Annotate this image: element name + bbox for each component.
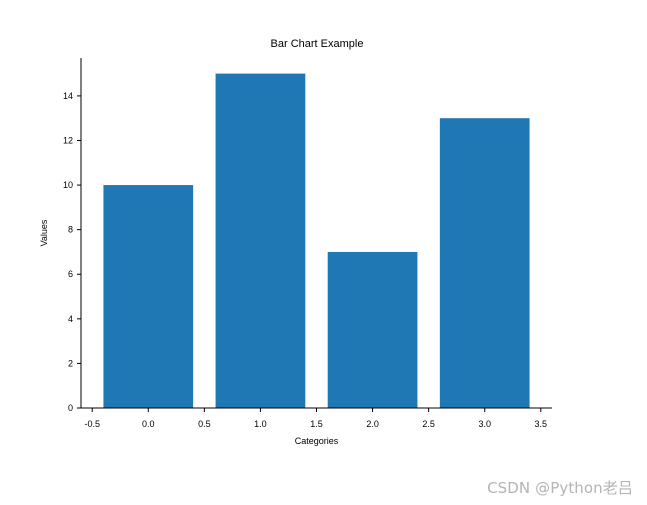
x-tick-label: 0.5 (198, 419, 211, 429)
x-tick-label: 3.0 (478, 419, 491, 429)
y-tick-label: 4 (68, 314, 73, 324)
watermark: CSDN @Python老吕 (487, 479, 633, 497)
y-tick-label: 8 (68, 225, 73, 235)
y-tick-label: 14 (63, 91, 73, 101)
y-tick-label: 2 (68, 358, 73, 368)
chart-title: Bar Chart Example (271, 38, 364, 50)
x-tick-label: 0.0 (142, 419, 155, 429)
x-tick-label: -0.5 (84, 419, 100, 429)
y-tick-label: 10 (63, 180, 73, 190)
y-tick-label: 0 (68, 403, 73, 413)
bar-chart: Bar Chart Example -0.5 0.0 0.5 1.0 1.5 2.0 2.5… (39, 38, 552, 446)
bar-1 (215, 73, 306, 408)
y-tick-label: 12 (63, 135, 73, 145)
x-tick-label: 2.5 (422, 419, 435, 429)
x-tick-label: 2.0 (366, 419, 379, 429)
x-tick-label: 3.5 (535, 419, 548, 429)
bar-2 (327, 251, 418, 408)
y-axis-label: Values (39, 219, 49, 246)
x-tick-label: 1.0 (254, 419, 267, 429)
x-tick-label: 1.5 (310, 419, 323, 429)
y-tick-label: 6 (68, 269, 73, 279)
bar-0 (103, 185, 194, 408)
bars-group (103, 73, 530, 408)
y-ticks-group: 0 2 4 6 8 10 12 14 (63, 91, 81, 413)
x-ticks-group: -0.5 0.0 0.5 1.0 1.5 2.0 2.5 3.0 3.5 (84, 408, 547, 429)
bar-3 (439, 118, 530, 408)
x-axis-label: Categories (295, 436, 339, 446)
